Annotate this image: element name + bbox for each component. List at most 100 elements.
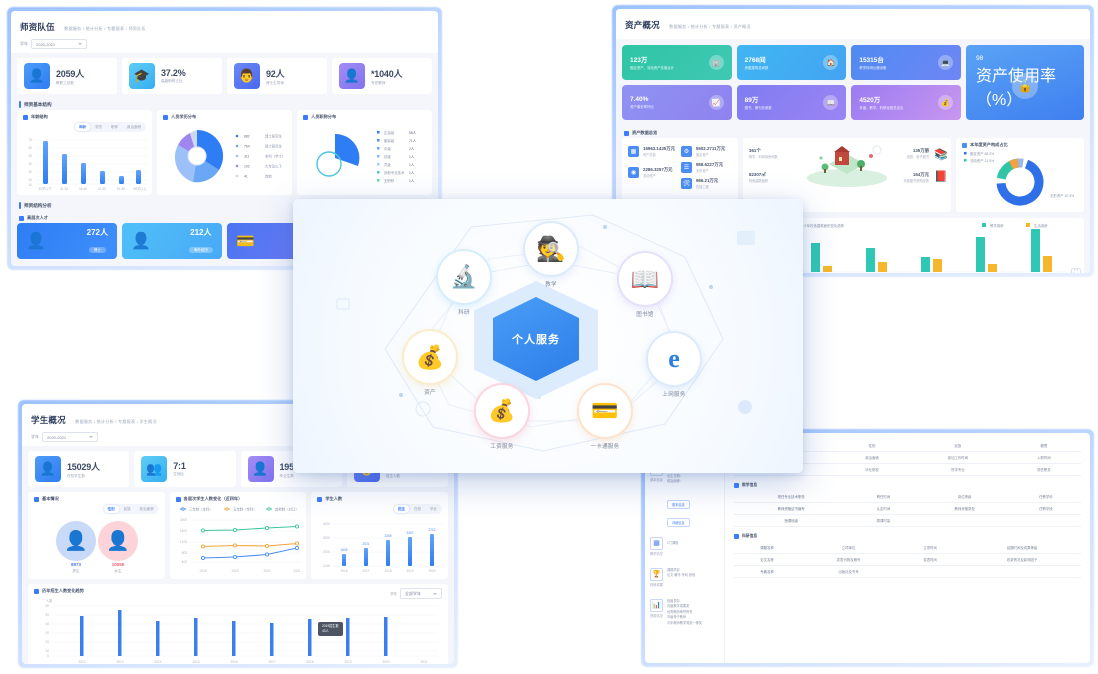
asset-value: 986.21万元 [695,178,719,183]
asset-tile[interactable]: 7.40% 资产增长率环比 📈 [622,85,732,120]
hub-node-card[interactable]: 💳 [579,385,631,437]
sidebar-line: 出生日期： [667,473,683,478]
sidebar-item-teaching[interactable]: ▦ 教学情况 1门课程 [650,536,719,556]
cell: 认定时间 [848,502,919,515]
asset-tile[interactable]: 15315台 教学科研仪器设备 💻 [851,45,961,80]
segment-age[interactable]: 年龄 [75,123,90,131]
svg-text:20: 20 [45,640,49,644]
tag-pill[interactable]: 基本信息 [667,499,690,509]
segment-education[interactable]: 学历 [95,124,102,129]
filter-row: 学年 2020-2021 [31,432,445,442]
year-select[interactable]: 2020-2021 [31,39,87,49]
yearly-filter-select[interactable]: 全部学年 [400,588,442,599]
card-title: 学生人数 [325,496,343,501]
svg-text:400: 400 [181,560,187,564]
cell [963,565,1081,578]
cell: 周课时量 [848,514,919,527]
cell: 结题时间及成果等级 [963,542,1081,554]
age-segment-group[interactable]: 年龄 学历 职称 政治面貌 [74,122,146,132]
sidebar-item-awards[interactable]: 📊 获奖情况 校级表彰 省级教学成果奖 优秀教师荣誉称号 市级骨干教师 青年教师… [650,598,719,626]
talent-card[interactable]: 👤 272人 博士 [17,223,117,259]
kpi-card[interactable]: 👨 92人 博士生导师 [227,58,327,94]
bar-chart-title: 近十年校舍建筑面积变化趋势 [800,223,845,228]
podium-icon: 🕵 [536,235,566,263]
cell: 任教学段 [1010,502,1081,515]
segment-ethnicity[interactable]: 民族 [123,506,131,511]
page-title: 师资队伍 [20,22,55,32]
hub-node-research[interactable]: 🔬 [438,251,490,303]
x-tick: 2020 [429,569,436,573]
asset-usage-tile[interactable]: 🔒 98 资产使用率（%） [966,45,1084,120]
svg-text:3000: 3000 [323,536,330,540]
cell: 籍贯 [1006,440,1081,452]
segment-politics[interactable]: 政治面貌 [127,124,141,129]
cell: 发表时间 [897,553,964,566]
kpi-label: 在校学生数 [67,473,85,478]
breadcrumb: 数据服务 / 统计分析 / 专题报表 / 学生概况 [75,419,157,424]
student-icon: 👤 [35,456,61,482]
fullscreen-icon[interactable]: ⛶ [1071,268,1081,273]
cell: 民族 [909,440,1007,452]
yearly-enroll-card: 历年招生人数变化趋势 学年 全部学年 人数 60 50 40 30 20 10 0 [28,584,448,664]
sidebar-item-research[interactable]: 🏆 科研成果 课题项目 论文 著作 专利 其他 [650,567,719,587]
donut-title: 本年度资产构成占比 [970,142,1008,147]
segment-politics[interactable]: 政治面貌 [139,506,154,511]
hub-node-library[interactable]: 📖 [619,253,671,305]
line-legend: 五年制（专科） [233,507,257,512]
kpi-card[interactable]: 🎓 37.2% 高级职称占比 [122,58,222,94]
x-tick: 2018 [199,569,206,573]
x-tick: 2021 [293,569,300,573]
legend-label: 副高级 [384,138,395,143]
segment-gender[interactable]: 性别 [103,505,119,513]
hub-node-assets[interactable]: 💰 [404,331,456,383]
tile-label: 年度、教学、科研经费总支出 [859,106,904,111]
asset-donut-chart: 固定资产 68.2% 流动资产 21.5% 无形资产 10.3% [964,151,1074,206]
x-tick: 2019 [344,660,351,664]
segment-enroll[interactable]: 招生 [394,505,410,513]
cell: 所学专业 [909,463,1007,476]
segment-title[interactable]: 职称 [111,124,118,129]
kpi-label: 博士生导师 [266,80,284,85]
legend-value: 311 [244,155,250,159]
tile-value: 123万 [630,57,648,65]
segment-graduate[interactable]: 毕业 [430,506,438,511]
kpi-label: 专任教师 [371,80,386,85]
gender-segment-group[interactable]: 性别 民族 政治面貌 [102,504,159,514]
hub-node-teaching[interactable]: 🕵 [525,223,577,275]
asset-tile[interactable]: 2768间 房屋建筑总间数 🏠 [736,45,847,80]
building-icon: 🏢 [708,55,724,70]
sidebar-line: 课题项目 [667,567,680,572]
year-select[interactable]: 2020-2021 [42,432,98,442]
hub-node-label: 一卡通服务 [590,444,620,450]
kpi-card[interactable]: 👤 15029人 在校学生数 [28,451,130,487]
x-tick: 2019 [231,569,238,573]
tag-pill[interactable]: 详细信息 [667,517,690,527]
hub-node-salary[interactable]: 💰 [476,385,528,437]
campus-value: 164万元 [912,172,929,177]
asset-tile[interactable]: 4520万 年度、教学、科研经费总支出 💰 [851,85,961,120]
kpi-label: 高级职称占比 [161,79,183,83]
talent-card[interactable]: 👤 212人 海外经历 [122,223,222,259]
user-icon: 👤 [24,63,50,89]
talent-value: 212人 [190,227,212,237]
kpi-card[interactable]: 👤 2059人 教职工总数 [17,58,117,94]
card-title: 历年招生人数变化趋势 [42,588,84,593]
enroll-segment-group[interactable]: 招生 在校 毕业 [393,504,443,514]
kpi-card[interactable]: 👤 *1040人 专任教师 [332,58,432,94]
enroll-bar-chart: 4000 3000 2000 1000 1605 2021 3269 3497 [323,522,444,573]
cell: 收录情况及影响因子 [963,553,1081,566]
svg-text:1200: 1200 [180,540,187,544]
tile-value: 89万 [744,97,759,105]
asset-tile[interactable]: 123万 固定资产、流动资产总值合计 🏢 [622,45,732,80]
segment-onschool[interactable]: 在校 [414,506,422,511]
kpi-value: 7:1 [173,461,186,471]
legend-value: 41 [244,175,248,179]
kpi-value: 2059人 [56,68,85,79]
cell: 毕业院校 [834,463,910,476]
tile-value: 2768间 [744,57,766,65]
svg-text:70: 70 [28,138,32,142]
asset-tile[interactable]: 89万 图书、期刊总册数 📖 [736,85,847,120]
cell: 课题名称 [734,542,800,554]
kpi-card[interactable]: 👥 7:1 生师比 [134,451,236,487]
hub-node-internet[interactable]: e [648,333,700,385]
